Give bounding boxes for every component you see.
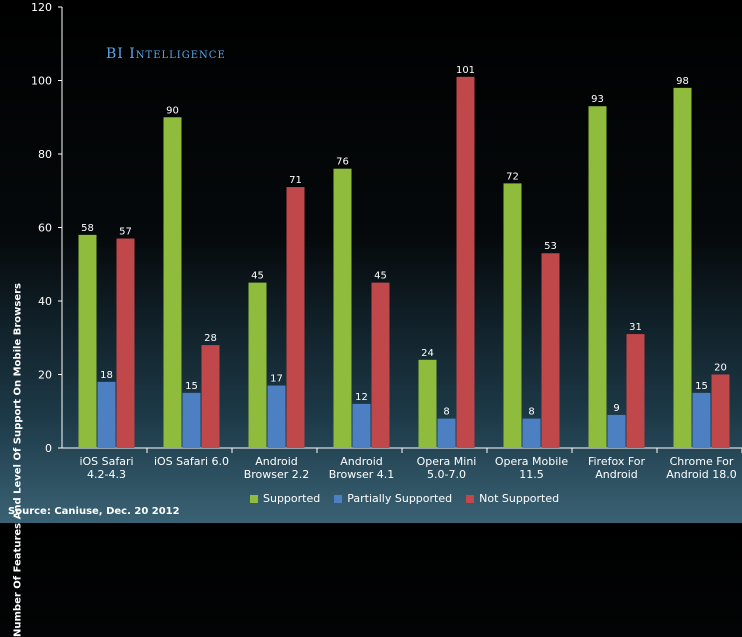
x-category-label: Chrome For [670, 455, 734, 468]
bar-partially-supported [97, 381, 116, 448]
bar-not-supported [541, 253, 560, 448]
bar-value-label: 45 [374, 271, 387, 282]
bar-partially-supported [182, 392, 201, 448]
bar-value-label: 18 [100, 370, 113, 381]
bar-partially-supported [352, 403, 371, 448]
bar-not-supported [116, 238, 135, 448]
x-category-label: Browser 2.2 [244, 468, 310, 481]
bar-not-supported [201, 345, 220, 448]
bar-value-label: 58 [81, 223, 94, 234]
bar-supported [673, 87, 692, 448]
bar-value-label: 45 [251, 271, 264, 282]
bar-partially-supported [267, 385, 286, 448]
bar-value-label: 17 [270, 374, 283, 385]
y-tick-label: 120 [31, 1, 52, 14]
bar-value-label: 28 [204, 333, 217, 344]
x-category-label: Firefox For [588, 455, 646, 468]
y-tick-label: 60 [38, 222, 52, 235]
bar-value-label: 31 [629, 322, 642, 333]
x-category-label: 4.2-4.3 [87, 468, 126, 481]
chart: 0 20 40 60 80 100 120 58 18 57 iOS Safari 4.2-4.3 90… [8, 1, 737, 517]
legend-swatch-partially-supported [334, 494, 343, 503]
bar-supported [163, 117, 182, 448]
y-tick-label: 0 [45, 442, 52, 455]
x-category-label: iOS Safari 6.0 [154, 455, 229, 468]
bar-value-label: 24 [421, 348, 434, 359]
legend-label-partially-supported: Partially Supported [347, 492, 453, 505]
x-category-label: Android [340, 455, 383, 468]
bar-value-label: 101 [456, 65, 475, 76]
bar-value-label: 12 [355, 392, 368, 403]
legend-swatch-not-supported [466, 494, 475, 503]
y-tick-label: 80 [38, 148, 52, 161]
bar-value-label: 76 [336, 157, 349, 168]
bar-value-label: 8 [528, 407, 534, 418]
legend-label-not-supported: Not Supported [479, 492, 560, 505]
bar-supported [248, 282, 267, 448]
bar-not-supported [286, 187, 305, 448]
bar-value-label: 93 [591, 94, 604, 105]
y-tick-label: 100 [31, 75, 52, 88]
brand-logo-text: BI Intelligence [106, 46, 226, 62]
x-category-label: Android [595, 468, 638, 481]
bar-supported [588, 106, 607, 448]
bar-value-label: 98 [676, 76, 689, 87]
bar-partially-supported [522, 418, 541, 448]
bar-value-label: 90 [166, 105, 179, 116]
bar-not-supported [626, 334, 645, 448]
bar-value-label: 57 [119, 227, 132, 238]
x-category-label: Browser 4.1 [329, 468, 395, 481]
bar-supported [503, 183, 522, 448]
y-tick-label: 20 [38, 369, 52, 382]
legend-item-not-supported: Not Supported [466, 492, 559, 505]
legend-swatch-supported [250, 494, 258, 503]
x-category-label: Opera Mobile [495, 455, 568, 468]
legend-label-supported: Supported [263, 492, 321, 505]
x-category-label: 5.0-7.0 [427, 468, 466, 481]
bar-partially-supported [607, 414, 626, 448]
x-category-label: Opera Mini [417, 455, 477, 468]
y-axis-label: Number Of Features And Level Of Support … [12, 283, 24, 637]
bar-supported [78, 234, 97, 448]
bar-partially-supported [437, 418, 456, 448]
bar-value-label: 53 [544, 241, 557, 252]
bar-not-supported [371, 282, 390, 448]
y-tick-label: 40 [38, 295, 52, 308]
bar-value-label: 15 [695, 381, 708, 392]
bar-supported [418, 359, 437, 448]
x-category-label: iOS Safari [79, 455, 133, 468]
x-category-label: Android [255, 455, 298, 468]
x-category-label: 11.5 [519, 468, 544, 481]
bar-value-label: 20 [714, 363, 727, 374]
legend: Supported Partially Supported Not Suppor… [250, 492, 559, 505]
bar-not-supported [456, 76, 475, 448]
legend-item-partially-supported: Partially Supported [334, 492, 452, 505]
bar-supported [333, 168, 352, 448]
source-note: Source: Caniuse, Dec. 20 2012 [8, 506, 180, 517]
bar-not-supported [711, 374, 730, 448]
bar-value-label: 9 [613, 403, 619, 414]
x-category-label: Android 18.0 [666, 468, 737, 481]
legend-item-supported: Supported [250, 492, 320, 505]
bar-value-label: 15 [185, 381, 198, 392]
bar-value-label: 72 [506, 171, 519, 182]
bar-partially-supported [692, 392, 711, 448]
bar-value-label: 8 [443, 407, 449, 418]
bar-value-label: 71 [289, 175, 302, 186]
